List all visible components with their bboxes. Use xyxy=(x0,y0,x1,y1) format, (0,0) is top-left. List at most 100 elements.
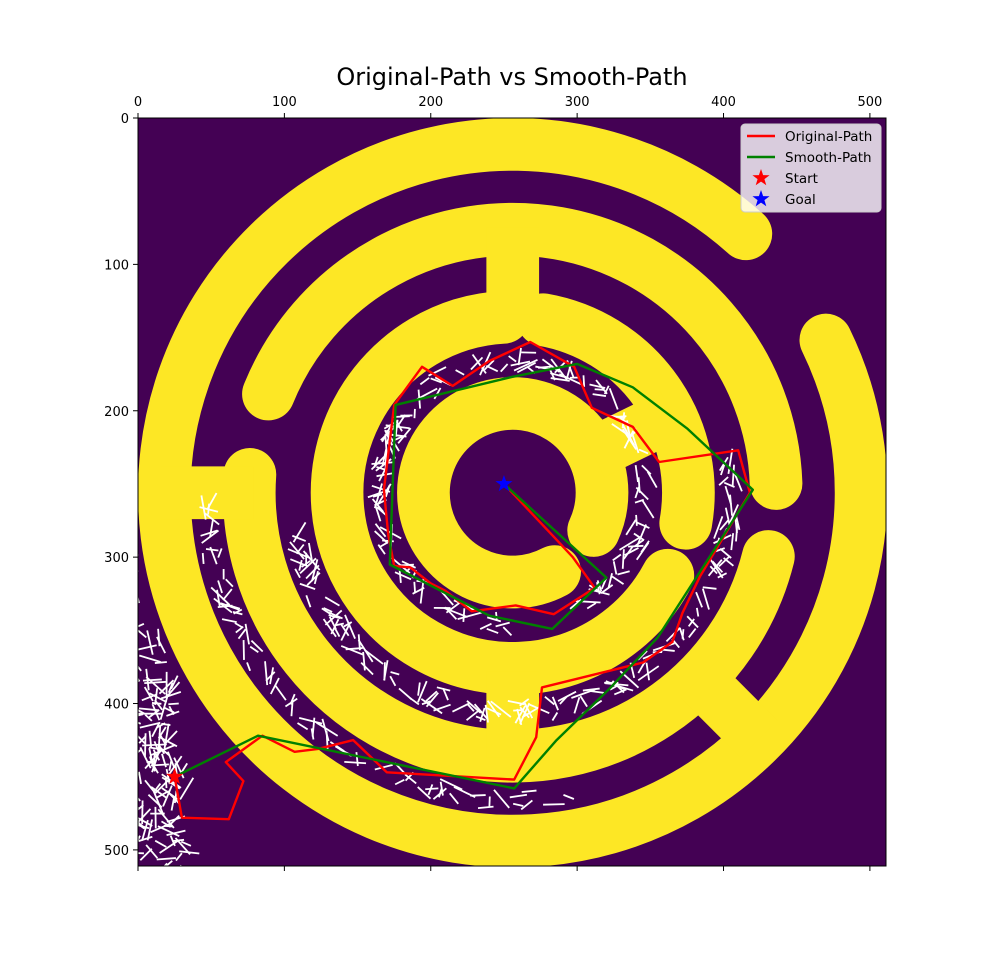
tree-edge xyxy=(516,361,537,374)
tree-edge xyxy=(590,690,605,694)
tree-edge xyxy=(150,786,168,799)
tree-edge xyxy=(608,387,619,410)
tree-edge xyxy=(457,611,483,620)
legend-label: Goal xyxy=(785,192,816,208)
tree-edge xyxy=(322,618,337,638)
tree-edge xyxy=(328,616,337,630)
axes-frame xyxy=(137,117,887,867)
tree-edge xyxy=(138,629,147,639)
tree-edge xyxy=(603,385,610,395)
legend-label: Start xyxy=(785,171,818,187)
tree-edge xyxy=(466,709,480,721)
tree-edge xyxy=(324,596,340,607)
tree-edge xyxy=(617,685,634,692)
tree-edge xyxy=(502,626,513,636)
tree-edge xyxy=(735,523,739,542)
tree-edge xyxy=(146,630,154,655)
tree-edge xyxy=(640,540,650,553)
tree-edge xyxy=(486,616,502,623)
tree-edge xyxy=(573,696,581,714)
tree-edge xyxy=(298,559,303,571)
tree-edge xyxy=(158,732,167,746)
tree-edge xyxy=(719,547,732,559)
tree-edge xyxy=(729,494,733,516)
tree-edge xyxy=(166,710,180,717)
tree-edge xyxy=(371,498,385,513)
tree-edge xyxy=(151,722,160,738)
tree-edge xyxy=(175,852,183,862)
tree-edge xyxy=(138,644,157,651)
tree-edge xyxy=(153,740,161,754)
tree-edge xyxy=(373,456,379,468)
tree-edge xyxy=(613,688,627,696)
tree-edge xyxy=(711,560,724,573)
tree-edge xyxy=(157,628,161,647)
tree-edge xyxy=(432,787,447,800)
tree-edge xyxy=(442,687,449,701)
tree-edge xyxy=(600,584,614,594)
tree-edge xyxy=(385,424,410,430)
tree-edge xyxy=(154,779,170,794)
tree-edge xyxy=(150,822,172,834)
tree-edge xyxy=(384,434,388,458)
tree-edge xyxy=(631,434,640,454)
tree-edge xyxy=(291,534,307,542)
maze-ring-wall xyxy=(242,202,803,510)
tree-edge xyxy=(316,721,339,737)
tree-edge xyxy=(147,794,163,809)
tree-edge xyxy=(217,548,223,558)
tree-edge xyxy=(569,598,582,610)
tree-edge xyxy=(355,752,359,767)
tree-edge xyxy=(404,773,417,785)
tree-edge xyxy=(150,763,169,767)
tree-edge xyxy=(730,533,735,551)
tree-edge xyxy=(209,546,218,565)
tree-edge xyxy=(167,751,176,769)
x-tick-label: 100 xyxy=(272,95,297,110)
tree-edge xyxy=(232,611,243,616)
tree-edge xyxy=(169,835,176,847)
tree-edge xyxy=(470,356,484,371)
tree-edge xyxy=(634,486,641,499)
tree-edge xyxy=(508,355,517,363)
tree-edge xyxy=(376,466,386,471)
tree-edge xyxy=(389,675,397,687)
tree-edge xyxy=(201,553,205,565)
tree-edge xyxy=(308,542,313,561)
tree-edge xyxy=(168,760,173,771)
tree-edge xyxy=(168,702,179,706)
tree-edge xyxy=(637,665,660,682)
tree-edge xyxy=(144,779,156,794)
y-tick-label: 300 xyxy=(104,551,129,566)
y-tick-label: 0 xyxy=(121,112,129,127)
tree-edge xyxy=(138,749,142,754)
tree-edge xyxy=(156,857,176,861)
plot-region xyxy=(138,118,886,866)
x-tick-label: 300 xyxy=(565,95,590,110)
tree-edge xyxy=(412,587,425,595)
tree-edge xyxy=(486,627,499,634)
tree-edge xyxy=(719,519,730,531)
tree-edge xyxy=(633,532,645,541)
tree-edge xyxy=(310,728,315,740)
tree-edge xyxy=(357,634,361,651)
tree-edge xyxy=(467,703,475,712)
tree-edge xyxy=(160,690,182,700)
tree-edge xyxy=(297,722,309,731)
tree-edge xyxy=(417,786,432,800)
tree-edge xyxy=(695,607,700,617)
tree-edge xyxy=(471,353,487,374)
tree-edge xyxy=(398,687,413,701)
tree-edge xyxy=(162,785,173,807)
tree-edge xyxy=(483,359,495,371)
tree-edge xyxy=(419,377,430,386)
tree-edge xyxy=(201,529,220,544)
tree-edge xyxy=(625,519,637,536)
tree-edge xyxy=(617,570,630,576)
tree-edge xyxy=(146,819,153,841)
tree-edge xyxy=(157,726,167,739)
maze-spoke-wall xyxy=(680,660,778,758)
tree-edge xyxy=(265,671,276,682)
tree-edge xyxy=(138,822,145,830)
tree-edge xyxy=(138,804,144,811)
